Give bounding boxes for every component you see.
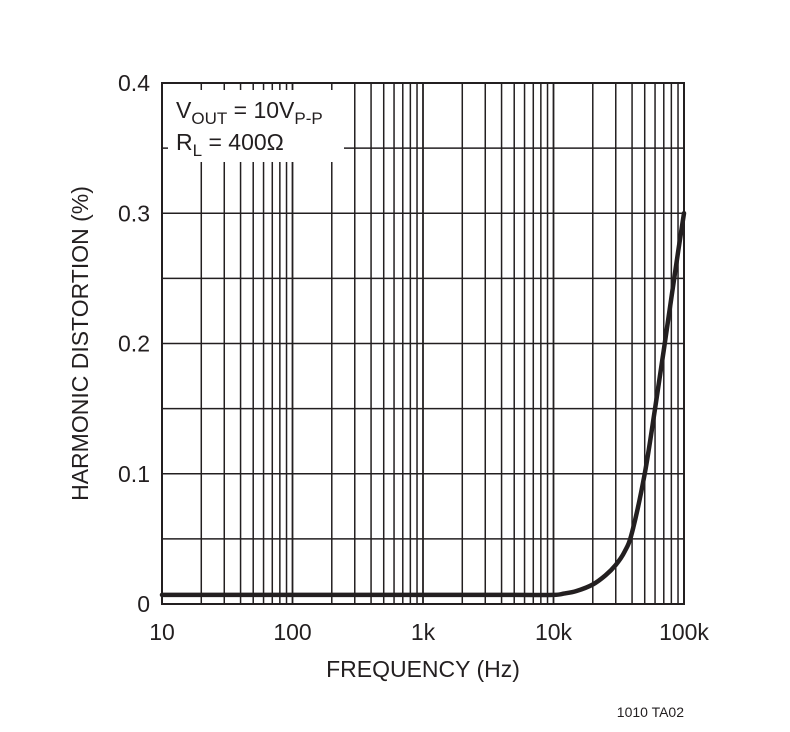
plot-border bbox=[161, 82, 685, 605]
legend-line-vout-rest: = 10V bbox=[227, 97, 295, 123]
x-tick-label: 10 bbox=[149, 619, 175, 645]
legend-line-vout: VOUT = 10VP-P bbox=[176, 97, 323, 128]
grid bbox=[162, 83, 684, 604]
y-axis-title: HARMONIC DISTORTION (%) bbox=[67, 186, 93, 501]
x-tick-label: 1k bbox=[411, 619, 436, 645]
y-tick-label: 0 bbox=[137, 591, 150, 617]
legend-line-vout-sub2: P-P bbox=[294, 109, 322, 128]
legend-background bbox=[168, 90, 344, 162]
plot-border-rect bbox=[161, 82, 685, 605]
legend-line-vout-sub: OUT bbox=[191, 109, 227, 128]
y-tick-label: 0.4 bbox=[118, 70, 150, 96]
x-tick-label: 100k bbox=[659, 619, 709, 645]
legend: VOUT = 10VP-P RL = 400Ω bbox=[168, 90, 344, 162]
y-tick-label: 0.3 bbox=[118, 200, 150, 226]
series bbox=[159, 211, 687, 598]
y-tick-labels: 0 0.1 0.2 0.3 0.4 bbox=[118, 70, 150, 617]
series-line-0 bbox=[159, 211, 687, 598]
legend-line-rl-sub: L bbox=[193, 141, 202, 160]
legend-line-rl-rest: = 400Ω bbox=[202, 129, 284, 155]
x-tick-labels: 10 100 1k 10k 100k bbox=[149, 619, 709, 645]
x-tick-label: 10k bbox=[535, 619, 573, 645]
y-tick-label: 0.1 bbox=[118, 461, 150, 487]
x-tick-label: 100 bbox=[273, 619, 311, 645]
legend-line-vout-main: V bbox=[176, 97, 192, 123]
x-axis-title: FREQUENCY (Hz) bbox=[326, 656, 520, 682]
legend-line-rl-main: R bbox=[176, 129, 193, 155]
y-tick-label: 0.2 bbox=[118, 331, 150, 357]
figure-id: 1010 TA02 bbox=[617, 704, 684, 720]
legend-line-rl: RL = 400Ω bbox=[176, 129, 284, 160]
